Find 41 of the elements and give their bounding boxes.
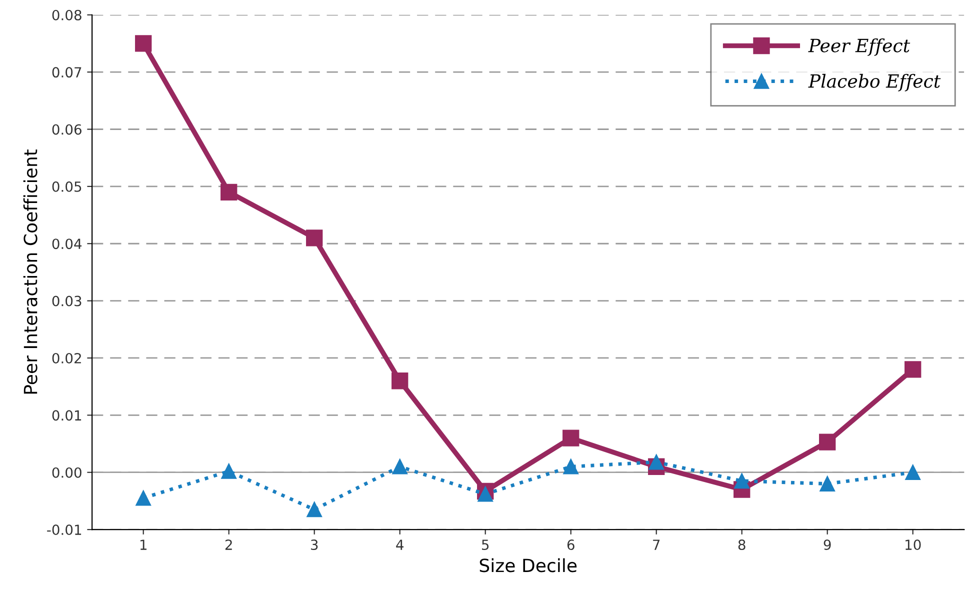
point — [648, 454, 664, 470]
point — [904, 361, 922, 378]
point — [306, 502, 322, 518]
y-tick-label: 0.08 — [52, 10, 82, 20]
y-tick-label: 0.04 — [52, 238, 82, 250]
point — [819, 434, 836, 450]
x-tick-label: 9 — [824, 540, 831, 550]
legend-label: Peer Effect — [808, 38, 910, 56]
y-tick-label: 0.03 — [52, 296, 82, 306]
y-tick-label: 0.02 — [52, 352, 81, 364]
legend-label: Placebo Effect — [808, 74, 941, 92]
point — [562, 430, 580, 446]
point — [478, 486, 493, 502]
x-tick-label: 6 — [567, 540, 574, 550]
y-tick-label: 0.00 — [52, 467, 82, 478]
x-axis-title: Size Decile — [480, 558, 577, 572]
x-tick-label: 8 — [738, 540, 746, 550]
y-tick-label: -0.01 — [47, 524, 82, 536]
y-tick-label: 0.01 — [52, 410, 82, 421]
x-tick-label: 7 — [653, 540, 660, 550]
x-tick-label: 1 — [140, 540, 146, 550]
point — [820, 476, 835, 492]
x-tick-label: 2 — [225, 540, 232, 550]
x-tick-label: 5 — [482, 540, 489, 550]
point — [220, 184, 238, 200]
point — [392, 372, 408, 390]
point — [905, 464, 920, 480]
x-tick-label: 10 — [906, 540, 921, 550]
y-tick-label: 0.06 — [52, 124, 82, 135]
point — [135, 35, 152, 52]
y-axis-title: Peer Interaction Coefficient — [23, 149, 38, 394]
point — [136, 490, 151, 506]
x-tick-label: 4 — [396, 540, 404, 550]
point — [563, 459, 578, 474]
point — [392, 459, 408, 474]
point — [221, 464, 236, 479]
y-tick-label: 0.05 — [52, 181, 82, 192]
point — [734, 473, 750, 489]
x-tick-label: 3 — [310, 540, 318, 550]
point — [306, 230, 323, 246]
y-tick-label: 0.07 — [52, 67, 82, 78]
